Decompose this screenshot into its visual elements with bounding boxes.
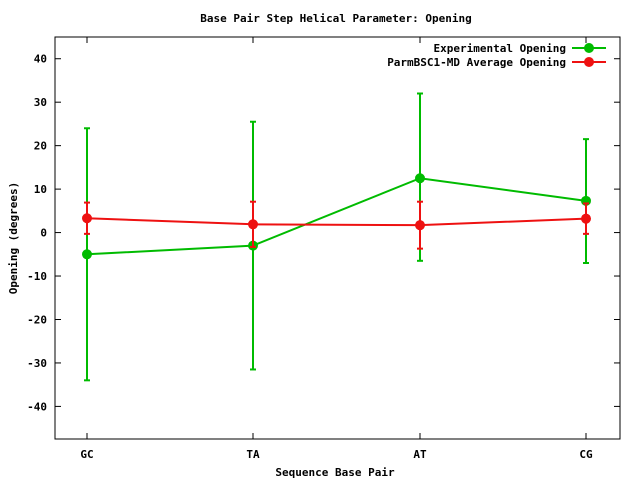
- x-tick-label: AT: [413, 448, 427, 461]
- series-layer: [82, 92, 591, 382]
- series-1: [82, 200, 591, 250]
- plot-border: [54, 36, 621, 440]
- legend-label: Experimental Opening: [434, 42, 566, 55]
- y-tick-label: -30: [27, 357, 47, 370]
- x-axis: GC TA AT CG: [80, 37, 593, 461]
- data-point: [415, 173, 425, 184]
- y-tick-label: 30: [34, 96, 47, 109]
- data-point: [82, 249, 92, 260]
- y-tick-label: -20: [27, 313, 47, 326]
- data-point: [82, 213, 92, 224]
- y-tick-label: 10: [34, 183, 47, 196]
- y-tick-label: 20: [34, 140, 47, 153]
- y-tick-label: 40: [34, 53, 47, 66]
- x-axis-label: Sequence Base Pair: [275, 466, 395, 479]
- x-tick-label: GC: [80, 448, 93, 461]
- data-point: [415, 220, 425, 231]
- y-tick-label: 0: [40, 227, 47, 240]
- series-line: [86, 217, 587, 227]
- data-point: [581, 213, 591, 224]
- data-point: [248, 219, 258, 230]
- chart-title: Base Pair Step Helical Parameter: Openin…: [200, 12, 472, 25]
- series-0: [82, 92, 591, 382]
- y-tick-label: -10: [27, 270, 47, 283]
- y-axis-label: Opening (degrees): [7, 182, 20, 295]
- y-tick-label: -40: [27, 400, 47, 413]
- y-axis: -40 -30 -20 -10 0 10 20 30 40: [27, 53, 620, 413]
- legend-label: ParmBSC1-MD Average Opening: [387, 56, 566, 69]
- legend-marker: [584, 57, 594, 67]
- x-tick-label: TA: [246, 448, 260, 461]
- x-tick-label: CG: [579, 448, 593, 461]
- series-line: [86, 177, 587, 256]
- legend-marker: [584, 43, 594, 53]
